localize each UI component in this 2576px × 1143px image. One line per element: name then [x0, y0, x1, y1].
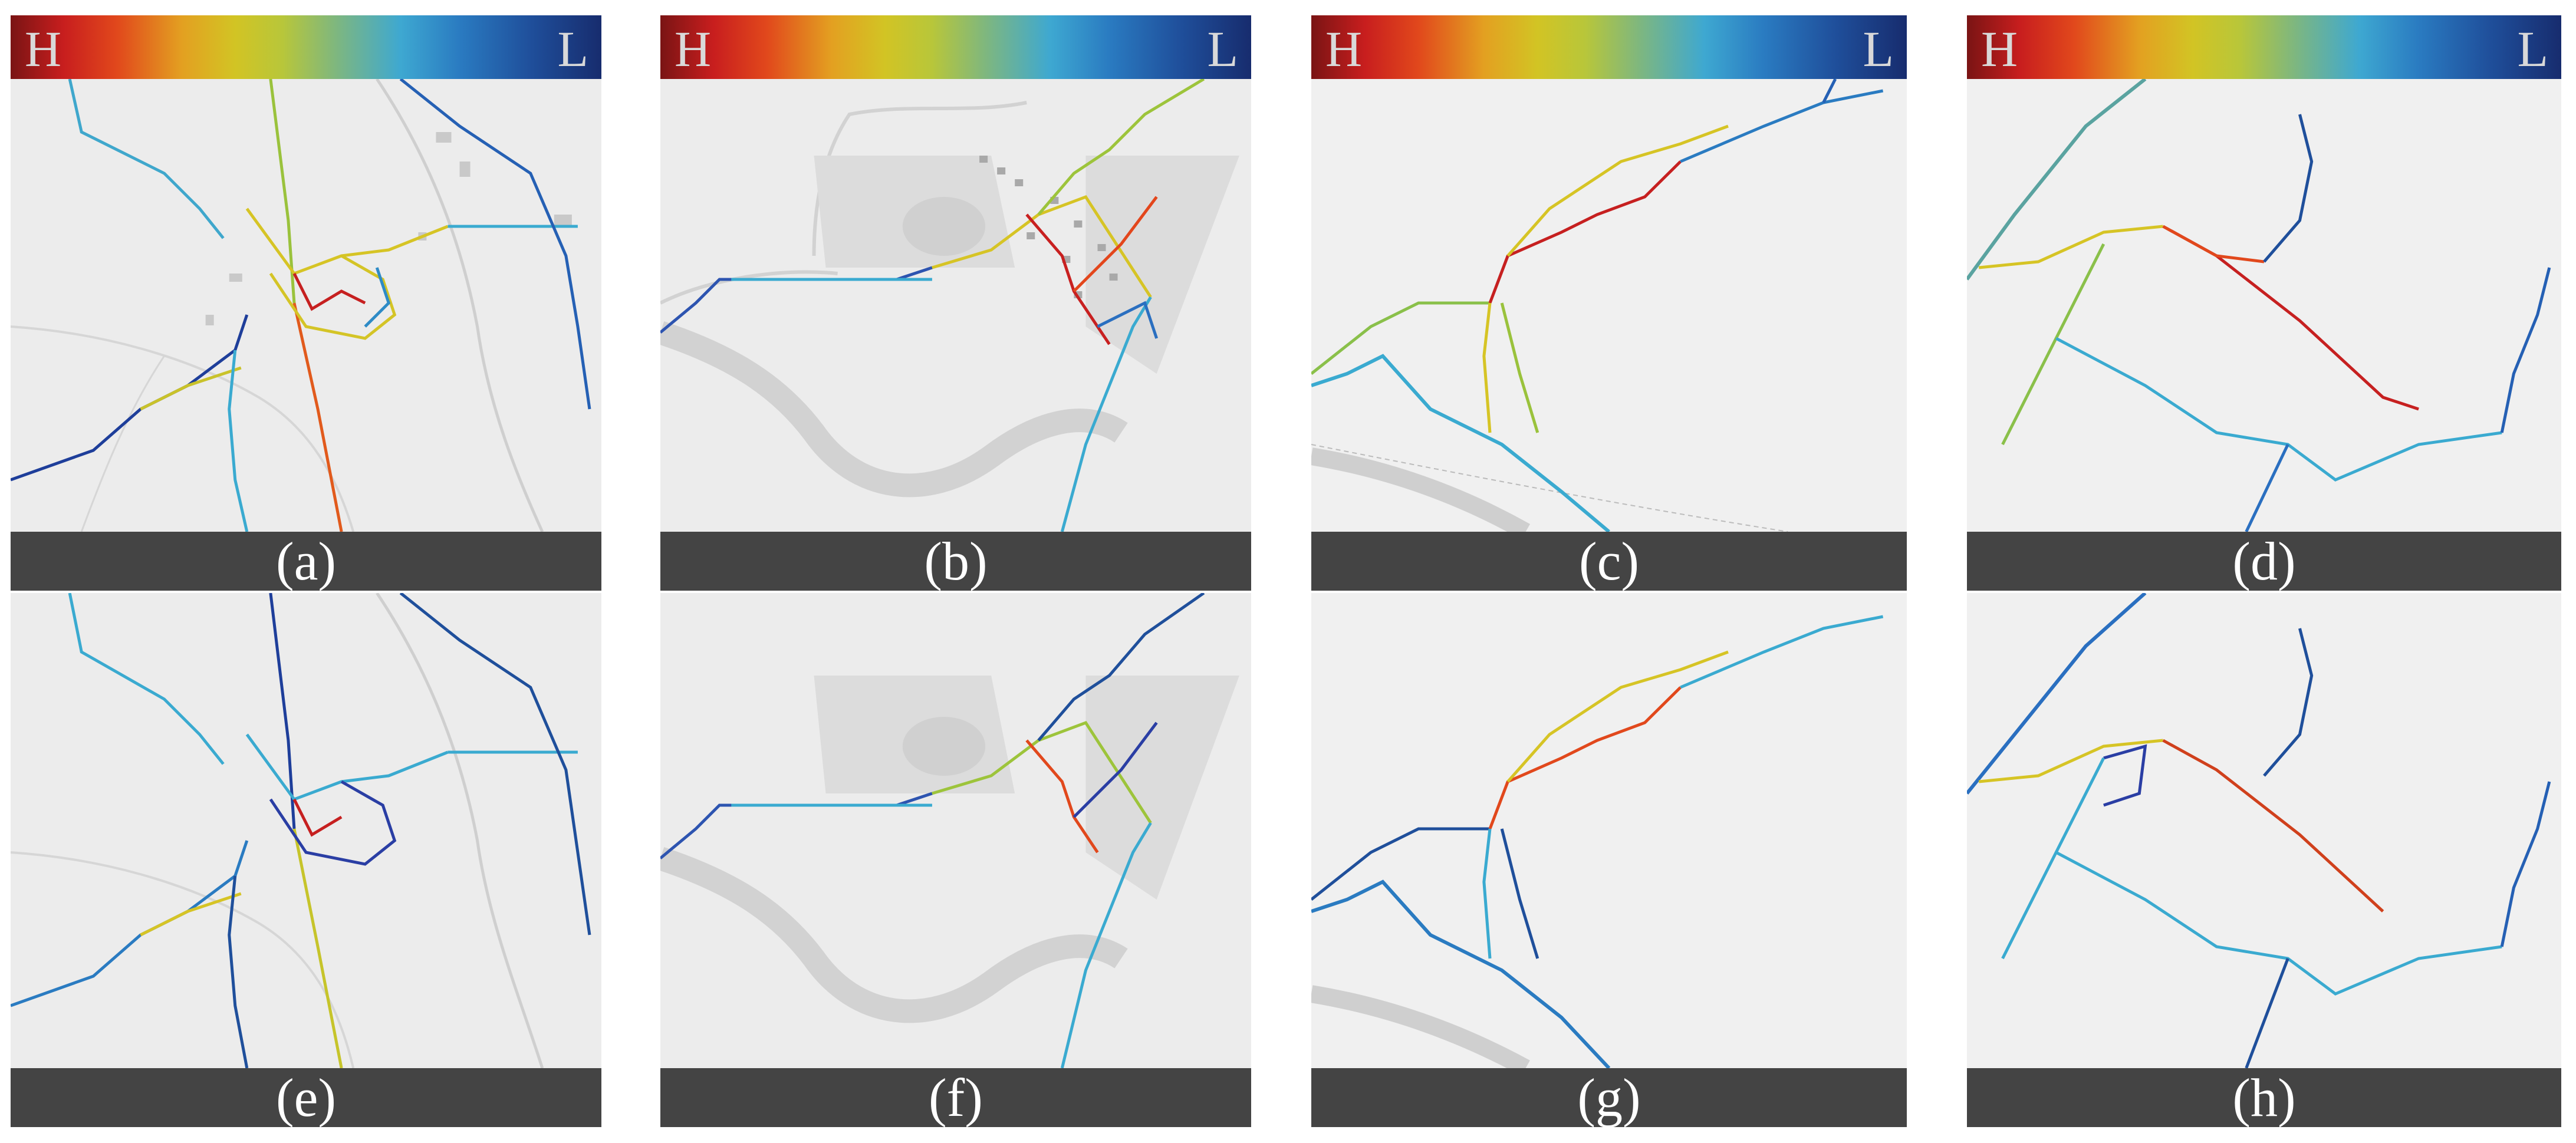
panel-caption: (g) — [1311, 1068, 1907, 1127]
panel-a: H L (a) — [11, 15, 601, 591]
colorbar-high-label: H — [675, 21, 712, 77]
map-view[interactable] — [1967, 79, 2561, 532]
colorbar-high-label: H — [25, 21, 62, 77]
network-map — [11, 79, 601, 532]
colorbar: H L — [660, 15, 1251, 79]
map-view[interactable] — [11, 79, 601, 532]
panel-caption: (c) — [1311, 532, 1907, 591]
panel-c: H L (c) — [1311, 15, 1907, 591]
colorbar-low-label: L — [1863, 21, 1894, 77]
network-map — [1311, 79, 1907, 532]
colorbar-high-label: H — [1325, 21, 1363, 77]
colorbar: H L — [1311, 15, 1907, 79]
panel-g: (g) — [1311, 593, 1907, 1127]
map-view[interactable] — [660, 79, 1251, 532]
network-map — [1967, 79, 2561, 532]
network-map — [11, 593, 601, 1068]
map-view[interactable] — [1311, 593, 1907, 1068]
network-map — [1967, 593, 2561, 1068]
colorbar-low-label: L — [2517, 21, 2548, 77]
colorbar: H L — [11, 15, 601, 79]
map-view[interactable] — [1311, 79, 1907, 532]
network-map — [1311, 593, 1907, 1068]
panel-caption: (h) — [1967, 1068, 2561, 1127]
panel-h: (h) — [1967, 593, 2561, 1127]
panel-caption: (a) — [11, 532, 601, 591]
network-map — [660, 593, 1251, 1068]
panel-f: (f) — [660, 593, 1251, 1127]
panel-caption: (f) — [660, 1068, 1251, 1127]
panel-d: H L (d) — [1967, 15, 2561, 591]
colorbar-low-label: L — [557, 21, 588, 77]
panel-e: (e) — [11, 593, 601, 1127]
panel-b: H L (b) — [660, 15, 1251, 591]
panel-caption: (d) — [1967, 532, 2561, 591]
panel-caption: (b) — [660, 532, 1251, 591]
map-view[interactable] — [11, 593, 601, 1068]
colorbar: H L — [1967, 15, 2561, 79]
colorbar-low-label: L — [1207, 21, 1238, 77]
network-map — [660, 79, 1251, 532]
map-view[interactable] — [660, 593, 1251, 1068]
panel-caption: (e) — [11, 1068, 601, 1127]
map-view[interactable] — [1967, 593, 2561, 1068]
colorbar-high-label: H — [1981, 21, 2018, 77]
